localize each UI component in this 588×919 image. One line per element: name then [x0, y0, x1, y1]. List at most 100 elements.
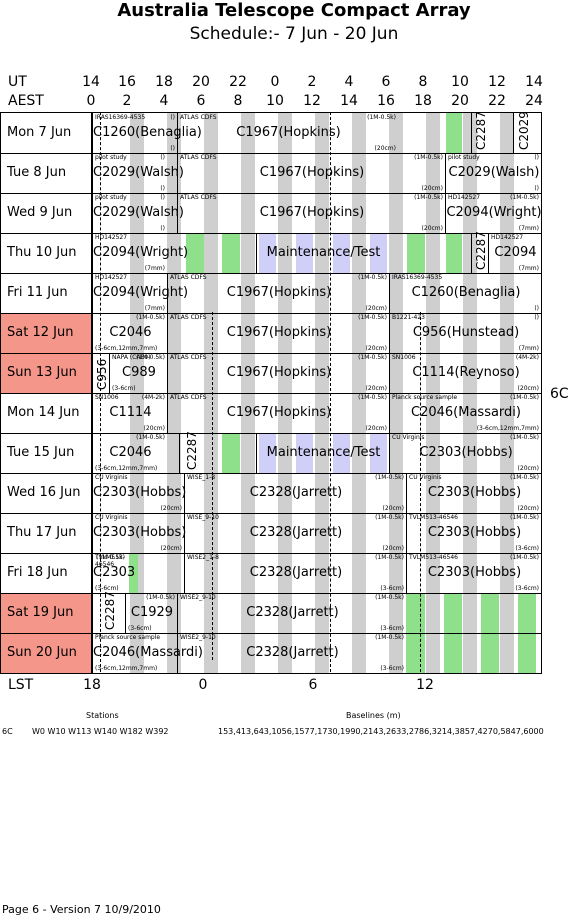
- schedule-block[interactable]: pilot study () () C2029(Walsh): [92, 193, 184, 233]
- maintenance-band: [296, 233, 313, 273]
- grey-band: [315, 633, 329, 673]
- project-label: C2094(Wright): [93, 245, 189, 260]
- band-spec: (7mm): [518, 345, 539, 352]
- ut-hour-label: 2: [307, 74, 317, 90]
- array-spec: (1M-0.5k): [375, 594, 404, 601]
- schedule-block[interactable]: ATLAS CDFS (1M-0.5k) (20cm) C1967(Hopkins): [167, 313, 389, 353]
- band-spec: (3-6cm,12mm,7mm): [95, 465, 158, 472]
- project-label: C2029(Walsh): [448, 165, 540, 180]
- schedule-block[interactable]: Planck source sample (3-6cm,12mm,7mm) C204…: [92, 633, 203, 673]
- schedule-block[interactable]: SN1006 (4M-2k) (20cm) C1114(Reynoso): [389, 353, 541, 393]
- green-band: [129, 553, 138, 593]
- schedule-block[interactable]: (1M-0.5k) (3-6cm,12mm,7mm) C2046: [92, 433, 167, 473]
- project-label: C1967(Hopkins): [226, 405, 332, 420]
- row-divider: [1, 593, 541, 594]
- schedule-block[interactable]: C2029: [513, 111, 531, 153]
- project-label: C2328(Jarrett): [246, 605, 339, 620]
- array-spec: (1M-0.5k): [136, 434, 165, 441]
- schedule-block[interactable]: IRAS16369-4535 () C1260(Benaglia): [389, 273, 541, 313]
- target-name: ATLAS CDFS: [180, 114, 217, 121]
- day-label: Wed 16 Jun: [1, 473, 92, 513]
- green-band: [518, 633, 536, 673]
- lst-tick: 0: [198, 677, 208, 693]
- schedule-block[interactable]: NAPA (CAE9) (1M-0.5k) (3-6cm) C989: [109, 353, 167, 393]
- schedule-block[interactable]: (1M-0.5k) (3-6cm) C1929: [125, 593, 177, 633]
- grey-band: [352, 233, 366, 273]
- schedule-block[interactable]: pilot study () () C2029(Walsh): [92, 153, 184, 193]
- schedule-block[interactable]: ATLAS CDFS (1M-0.5k) (20cm) C1967(Hopkins): [177, 113, 398, 153]
- schedule-block[interactable]: WISE_9-10 (1M-0.5k) (20cm) C2328(Jarrett): [184, 513, 406, 553]
- schedule-block[interactable]: CU Virginis (1M-0.5k) (20cm) C2303(Hobbs): [389, 433, 541, 473]
- schedule-block[interactable]: SN1006 (4M-2k) (20cm) C1114: [92, 393, 167, 433]
- schedule-block[interactable]: C2287: [179, 431, 201, 473]
- grey-band: [278, 273, 292, 313]
- row-divider: [1, 633, 541, 634]
- schedule-block[interactable]: ATLAS CDFS (1M-0.5k) (20cm) C1967(Hopkins): [167, 353, 389, 393]
- target-name: ATLAS CDFS: [180, 154, 217, 161]
- schedule-block[interactable]: pilot study () () C2029(Walsh): [445, 153, 541, 193]
- schedule-block[interactable]: ATLAS CDFS (1M-0.5k) (20cm) C1967(Hopkins): [177, 193, 445, 233]
- grey-band: [500, 353, 514, 393]
- grey-band: [426, 313, 440, 353]
- schedule-block[interactable]: C2287: [471, 231, 488, 273]
- schedule-block[interactable]: TVLM513-46546 (1M-0.5k) (3-6cm) C2303(Hobbs…: [406, 513, 541, 553]
- lst-guide-line: [330, 112, 331, 672]
- schedule-block[interactable]: WISE2_1-8 (1M-0.5k) (3-6cm) C2328(Jarrett): [184, 553, 406, 593]
- schedule-block[interactable]: WISE_1-8 (1M-0.5k) (20cm) C2328(Jarrett): [184, 473, 406, 513]
- target-name: SN1006: [95, 394, 119, 401]
- grey-band: [389, 553, 403, 593]
- target-name: WISE2_1-8: [187, 554, 219, 561]
- day-row: Sun 13 Jun C956 NAPA (CAE9) (1M-0.5k) (3-6cm…: [1, 353, 541, 393]
- project-label: C2094(Wright): [446, 205, 542, 220]
- schedule-block[interactable]: HD142527 (1M-0.5k) (7mm) C2094(Wright): [445, 193, 542, 233]
- row-divider: [1, 513, 541, 514]
- schedule-block[interactable]: C2287: [471, 111, 488, 153]
- grey-band: [278, 553, 292, 593]
- band-spec: (7mm): [144, 265, 165, 272]
- band-spec: (20cm): [517, 385, 539, 392]
- project-label: C2094: [494, 245, 537, 260]
- schedule-block[interactable]: CU Virginis (1M-0.5k) (20cm) C2303(Hobbs): [406, 473, 541, 513]
- band-spec: (20cm): [365, 425, 387, 432]
- baselines-heading: Baselines (m): [346, 711, 401, 720]
- grey-band: [352, 593, 366, 633]
- grey-band: [167, 353, 181, 393]
- schedule-block[interactable]: Maintenance/Test: [256, 233, 389, 273]
- schedule-block[interactable]: IRAS16369-4535 () () C1260(Benaglia): [92, 113, 202, 153]
- aest-hour-label: 0: [86, 93, 96, 109]
- project-label: C1967(Hopkins): [226, 365, 332, 380]
- array-spec: (1M-0.5k): [375, 514, 404, 521]
- band-spec: (): [534, 305, 539, 312]
- schedule-block[interactable]: Maintenance/Test: [256, 433, 389, 473]
- day-row: Fri 18 Jun TVLM513-46546 (1M-0.5k) (3-6cm) C…: [1, 553, 541, 593]
- grey-band: [463, 633, 477, 673]
- grey-band: [278, 593, 292, 633]
- target-name: WISE2_9-10: [180, 594, 216, 601]
- schedule-block[interactable]: (1M-0.5k) (3-6cm,12mm,7mm) C2046: [92, 313, 167, 353]
- schedule-block[interactable]: TVLM513-46546 (1M-0.5k) (3-6cm) C2303(Hobbs…: [406, 553, 541, 593]
- schedule-block[interactable]: Planck source sample (1M-0.5k) (3-6cm,12mm…: [389, 393, 541, 433]
- array-spec: (1M-0.5k): [136, 354, 165, 361]
- schedule-block[interactable]: ATLAS CDFS (1M-0.5k) (20cm) C1967(Hopkins): [167, 393, 389, 433]
- band-spec: (20cm): [421, 185, 443, 192]
- schedule-block[interactable]: TVLM513-46546 (1M-0.5k) (3-6cm) C2303: [92, 553, 135, 593]
- page-footer: Page 6 - Version 7 10/9/2010: [2, 903, 161, 916]
- schedule-block[interactable]: C956: [92, 353, 109, 393]
- schedule-block[interactable]: WISE2_9-10 (1M-0.5k) (3-6cm) C2328(Jarrett): [177, 633, 406, 673]
- target-name: HD142527: [448, 194, 481, 201]
- schedule-block[interactable]: HD142527 (7mm) C2094(Wright): [92, 233, 189, 273]
- schedule-block[interactable]: CU Virginis (20cm) C2303(Hobbs): [92, 513, 186, 553]
- schedule-block[interactable]: WISE2_9-10 (1M-0.5k) (3-6cm) C2328(Jarrett): [177, 593, 406, 633]
- schedule-block[interactable]: HD142527 (7mm) C2094(Wright): [92, 273, 188, 313]
- ut-hour-label: 20: [192, 74, 210, 90]
- schedule-block[interactable]: ATLAS CDFS (1M-0.5k) (20cm) C1967(Hopkins): [167, 273, 389, 313]
- schedule-block[interactable]: HD142527 (7mm) C2094: [488, 233, 541, 273]
- grey-band: [463, 233, 477, 273]
- schedule-block[interactable]: CU Virginis (20cm) C2303(Hobbs): [92, 473, 186, 513]
- project-label: C1967(Hopkins): [259, 165, 365, 180]
- schedule-block[interactable]: ATLAS CDFS (1M-0.5k) (20cm) C1967(Hopkins): [177, 153, 445, 193]
- schedule-block[interactable]: C2287: [92, 591, 125, 633]
- lst-guide-line: [212, 312, 213, 660]
- schedule-block[interactable]: B1221-423 () (7mm) C956(Hunstead): [389, 313, 541, 353]
- grey-band: [389, 633, 403, 673]
